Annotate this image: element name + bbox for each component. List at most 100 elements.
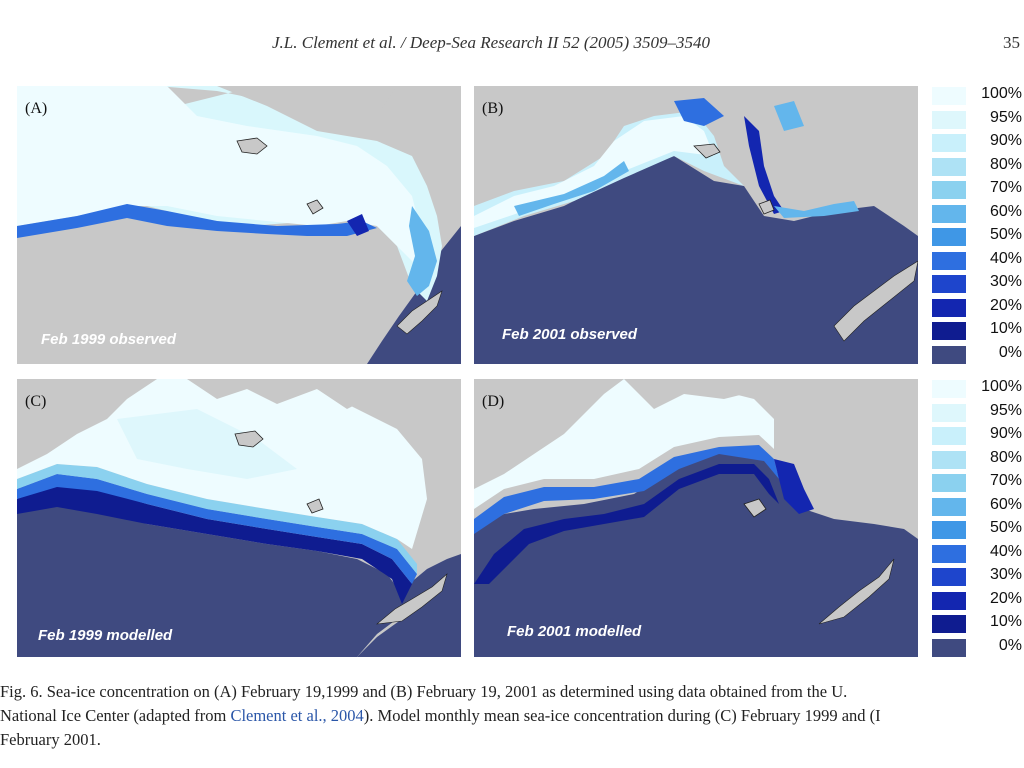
panel-caption-a: Feb 1999 observed [41, 331, 177, 348]
legend-entry: 70% [930, 472, 1022, 496]
legend-entry: 100% [930, 378, 1022, 402]
legend-swatch [932, 275, 966, 293]
legend-entry: 20% [930, 297, 1022, 321]
legend-entry: 50% [930, 519, 1022, 543]
panel-caption-b: Feb 2001 observed [502, 326, 638, 343]
legend-entry: 30% [930, 273, 1022, 297]
legend-entry: 80% [930, 156, 1022, 180]
legend-entry: 10% [930, 613, 1022, 637]
legend-label: 10% [989, 320, 1022, 337]
legend-swatch [932, 427, 966, 445]
legend-swatch [932, 568, 966, 586]
map-panel-c: (C) Feb 1999 modelled [17, 379, 461, 657]
legend-label: 10% [989, 613, 1022, 630]
figure-caption: Fig. 6. Sea-ice concentration on (A) Feb… [0, 680, 1024, 752]
legend-swatch [932, 544, 966, 563]
legend-top: 100% 95% 90% 80% 70% 60% 50% 40% 30% 20% 10% 0% [930, 85, 1022, 367]
legend-entry: 90% [930, 132, 1022, 156]
legend-label: 80% [989, 155, 1022, 173]
caption-line-2: National Ice Center (adapted from Clemen… [0, 704, 1024, 728]
legend-label: 20% [989, 589, 1022, 607]
map-panel-b: (B) Feb 2001 observed [474, 86, 918, 364]
ice-map-d [474, 379, 918, 657]
ice-map-b [474, 86, 918, 364]
legend-entry: 40% [930, 543, 1022, 567]
legend-label: 0% [998, 343, 1022, 361]
ice-map-a [17, 86, 461, 364]
legend-entry: 40% [930, 250, 1022, 274]
legend-swatch [932, 497, 966, 516]
panel-caption-c: Feb 1999 modelled [38, 627, 173, 644]
legend-entry: 20% [930, 590, 1022, 614]
caption-line-2-end: ). Model monthly mean sea-ice concentrat… [363, 706, 881, 725]
panel-caption-d: Feb 2001 modelled [507, 623, 642, 640]
legend-label: 20% [989, 296, 1022, 314]
legend-swatch [932, 87, 966, 105]
legend-label: 30% [989, 273, 1022, 290]
legend-label: 90% [989, 425, 1022, 442]
reference-link[interactable]: Clement et al., 2004 [230, 706, 364, 725]
legend-entry: 100% [930, 85, 1022, 109]
legend-entry: 60% [930, 496, 1022, 520]
ice-map-c [17, 379, 461, 657]
legend-swatch [932, 181, 966, 199]
legend-label: 100% [981, 85, 1022, 102]
legend-label: 40% [989, 249, 1022, 267]
legend-label: 50% [989, 519, 1022, 536]
legend-swatch [932, 251, 966, 270]
legend-swatch [932, 591, 966, 610]
legend-swatch [932, 403, 966, 422]
legend-swatch [932, 204, 966, 223]
legend-label: 60% [989, 202, 1022, 220]
caption-line-3: February 2001. [0, 730, 101, 749]
legend-entry: 0% [930, 637, 1022, 661]
legend-entry: 95% [930, 402, 1022, 426]
legend-label: 95% [989, 401, 1022, 419]
legend-entry: 90% [930, 425, 1022, 449]
journal-citation: J.L. Clement et al. / Deep-Sea Research … [272, 33, 710, 52]
map-panel-a: (A) Feb 1999 observed [17, 86, 461, 364]
legend-swatch [932, 157, 966, 176]
page-header: J.L. Clement et al. / Deep-Sea Research … [0, 30, 1024, 58]
legend-entry: 0% [930, 344, 1022, 368]
caption-line-2-start: National Ice Center (adapted from [0, 706, 231, 725]
legend-entry: 95% [930, 109, 1022, 133]
page-number: 35 [1003, 33, 1020, 52]
legend-swatch [932, 380, 966, 398]
panel-label-c: (C) [25, 393, 47, 410]
legend-entry: 80% [930, 449, 1022, 473]
legend-swatch [932, 345, 966, 364]
legend-entry: 10% [930, 320, 1022, 344]
legend-entry: 30% [930, 566, 1022, 590]
caption-line-1: Fig. 6. Sea-ice concentration on (A) Feb… [0, 682, 848, 701]
legend-swatch [932, 298, 966, 317]
legend-swatch [932, 110, 966, 129]
legend-swatch [932, 638, 966, 657]
map-panel-d: (D) Feb 2001 modelled [474, 379, 918, 657]
legend-entry: 60% [930, 203, 1022, 227]
legend-label: 80% [989, 448, 1022, 466]
panel-label-a: (A) [25, 100, 48, 117]
legend-label: 0% [998, 636, 1022, 654]
legend-label: 60% [989, 495, 1022, 513]
legend-label: 95% [989, 108, 1022, 126]
legend-swatch [932, 228, 966, 246]
legend-label: 30% [989, 566, 1022, 583]
legend-swatch [932, 615, 966, 633]
legend-swatch [932, 450, 966, 469]
legend-label: 100% [981, 378, 1022, 395]
legend-label: 70% [989, 179, 1022, 196]
legend-label: 50% [989, 226, 1022, 243]
legend-swatch [932, 474, 966, 492]
legend-label: 40% [989, 542, 1022, 560]
legend-entry: 50% [930, 226, 1022, 250]
panel-label-d: (D) [482, 393, 505, 410]
legend-bottom: 100% 95% 90% 80% 70% 60% 50% 40% 30% 20% 10% 0% [930, 378, 1022, 660]
legend-label: 90% [989, 132, 1022, 149]
legend-entry: 70% [930, 179, 1022, 203]
legend-swatch [932, 134, 966, 152]
legend-swatch [932, 521, 966, 539]
legend-label: 70% [989, 472, 1022, 489]
panel-label-b: (B) [482, 100, 504, 117]
legend-swatch [932, 322, 966, 340]
